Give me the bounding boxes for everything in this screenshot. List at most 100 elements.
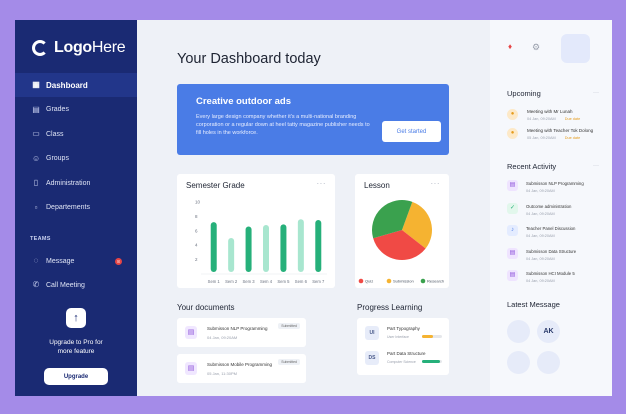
bar	[297, 219, 304, 272]
calendar-icon: ●	[507, 128, 518, 139]
progress-subject: User Interface	[387, 335, 409, 339]
doc-icon: ▤	[507, 247, 518, 259]
more-options-icon[interactable]: ···	[593, 90, 599, 96]
sidebar-item-departements[interactable]: ▫ Departements	[15, 196, 137, 220]
sidebar-item-dashboard[interactable]: ▦ Dashboard	[15, 73, 137, 97]
pie-slice	[372, 200, 413, 239]
sidebar: LogoHere ▦ Dashboard ▤ Grades ▭ Class ☺ …	[15, 20, 137, 396]
avatar[interactable]	[561, 34, 590, 63]
clipboard-icon: ▯	[33, 178, 39, 187]
sidebar-item-label: Groups	[46, 155, 69, 162]
promo-banner: Creative outdoor ads Every large design …	[177, 84, 449, 155]
upgrade-button[interactable]: Upgrade	[44, 368, 108, 385]
chat-bubble-icon: ◌	[33, 256, 39, 265]
upcoming-title: Upcoming	[507, 89, 541, 98]
document-name: Submisson Mobile Programming	[207, 362, 273, 367]
legend-swatch	[386, 278, 392, 284]
legend-swatch	[358, 278, 364, 284]
upcoming-meta: 05 Jan, 09:20AM Due date	[527, 136, 581, 140]
activity-name: Submisson HCI Module 5	[526, 271, 575, 276]
upgrade-promo: ↑ Upgrade to Pro for more feature Upgrad…	[15, 302, 137, 385]
x-tick-label: Sem 3	[243, 279, 256, 284]
message-count-badge: 8	[115, 257, 122, 265]
upcoming-item[interactable]: ● Meeting with Mr Lunah 04 Jan, 09:20AM …	[507, 109, 580, 121]
semester-bar-chart: 2 4 6 8 10 Sem 1 Sem 2 Sem 3 Sem 4 Sem 5 Sem 6 Sem …	[195, 200, 327, 284]
activity-name: Submisson Data Structure	[526, 248, 577, 254]
document-item[interactable]: ▤ Submisson NLP Programming 04 Jan, 09:2…	[177, 318, 306, 347]
arrow-up-icon: ↑	[66, 308, 86, 328]
avatar[interactable]	[507, 320, 530, 343]
lesson-title: Lesson	[364, 181, 390, 190]
legend-label: Submission	[393, 279, 414, 284]
pie-slice	[402, 201, 432, 249]
semester-grade-title: Semester Grade	[186, 181, 245, 190]
progress-bar	[422, 360, 442, 363]
sidebar-item-message[interactable]: ◌ Message 8	[32, 257, 122, 265]
progress-bar	[422, 335, 442, 338]
gear-icon[interactable]: ⚙	[532, 42, 541, 52]
sidebar-item-class[interactable]: ▭ Class	[15, 122, 137, 146]
banner-description: Every large design company whether it's …	[196, 114, 370, 137]
upcoming-item[interactable]: ● Meeting with Teacher Tok Dolong 05 Jan…	[507, 128, 593, 140]
upgrade-text: Upgrade to Pro for more feature	[49, 339, 103, 355]
x-tick-label: Sem 1	[208, 279, 221, 284]
more-options-icon[interactable]: ···	[316, 179, 326, 188]
page-title: Your Dashboard today	[177, 51, 321, 67]
avatar[interactable]: AK	[537, 320, 560, 343]
right-panel: ♦ ⚙ Upcoming ··· ● Meeting with Mr Lunah…	[490, 20, 612, 396]
class-icon: ▭	[32, 129, 40, 138]
activity-name: Teacher Panel Discussion	[526, 226, 576, 231]
document-item[interactable]: ▤ Submisson Mobile Programming 05 Jan, 1…	[177, 354, 306, 383]
document-status-tag: Submitted	[278, 323, 300, 329]
more-options-icon[interactable]: ···	[430, 179, 440, 188]
avatar[interactable]	[537, 351, 560, 374]
activity-date: 04 Jan, 09:20AM	[526, 279, 555, 283]
sidebar-item-groups[interactable]: ☺ Groups	[15, 147, 137, 171]
bar	[210, 222, 217, 272]
upcoming-name: Meeting with Teacher Tok Dolong	[527, 128, 594, 133]
sidebar-item-administration[interactable]: ▯ Administration	[15, 171, 137, 195]
y-tick-label: 6	[195, 228, 198, 233]
bar	[315, 220, 322, 272]
message-label: Message	[46, 257, 75, 265]
bar	[263, 225, 269, 272]
latest-message-title: Latest Message	[507, 300, 560, 309]
progress-name: Part Typography	[387, 326, 420, 331]
x-tick-label: Sem 2	[225, 279, 238, 284]
more-options-icon[interactable]: ···	[593, 163, 599, 169]
x-tick-label: Sem 4	[260, 279, 273, 284]
document-date: 04 Jan, 09:20AM	[207, 335, 238, 340]
y-tick-label: 4	[195, 243, 198, 248]
document-icon: ▤	[185, 362, 197, 375]
pie-slice	[373, 230, 426, 260]
avatar[interactable]	[507, 351, 530, 374]
recent-activity-title: Recent Activity	[507, 162, 557, 171]
document-icon: ▤	[185, 326, 197, 339]
progress-card: UI Part Typography User Interface DS Par…	[357, 318, 449, 375]
legend-swatch	[420, 278, 426, 284]
y-tick-label: 2	[195, 257, 198, 262]
sidebar-item-call-meeting[interactable]: ✆ Call Meeting	[32, 281, 122, 289]
logo[interactable]: LogoHere	[32, 39, 126, 57]
activity-date: 04 Jan, 09:20AM	[526, 189, 555, 193]
sidebar-item-label: Departements	[46, 204, 90, 211]
sidebar-item-label: Administration	[46, 179, 91, 187]
bell-icon[interactable]: ♦	[508, 42, 513, 51]
upcoming-meta: 04 Jan, 09:20AM Due date	[527, 117, 581, 121]
bar	[280, 224, 287, 272]
logo-c-icon	[32, 40, 48, 56]
activity-date: 04 Jan, 09:20AM	[526, 256, 555, 261]
y-tick-label: 10	[195, 200, 201, 205]
get-started-button[interactable]: Get started	[382, 121, 441, 142]
sidebar-item-label: Grades	[46, 106, 69, 113]
x-tick-label: Sem 5	[277, 279, 290, 284]
bar	[228, 238, 235, 272]
progress-item[interactable]: DS Part Data Structure Computer Science	[365, 351, 442, 365]
document-status-tag: Submitted	[278, 359, 300, 365]
activity-date: 04 Jan, 09:20AM	[526, 234, 555, 238]
sidebar-item-grades[interactable]: ▤ Grades	[15, 98, 137, 122]
doc-icon: ▤	[507, 180, 518, 191]
progress-item[interactable]: UI Part Typography User Interface	[365, 326, 442, 340]
mic-icon: ♪	[507, 225, 518, 236]
y-tick-label: 8	[195, 214, 198, 219]
